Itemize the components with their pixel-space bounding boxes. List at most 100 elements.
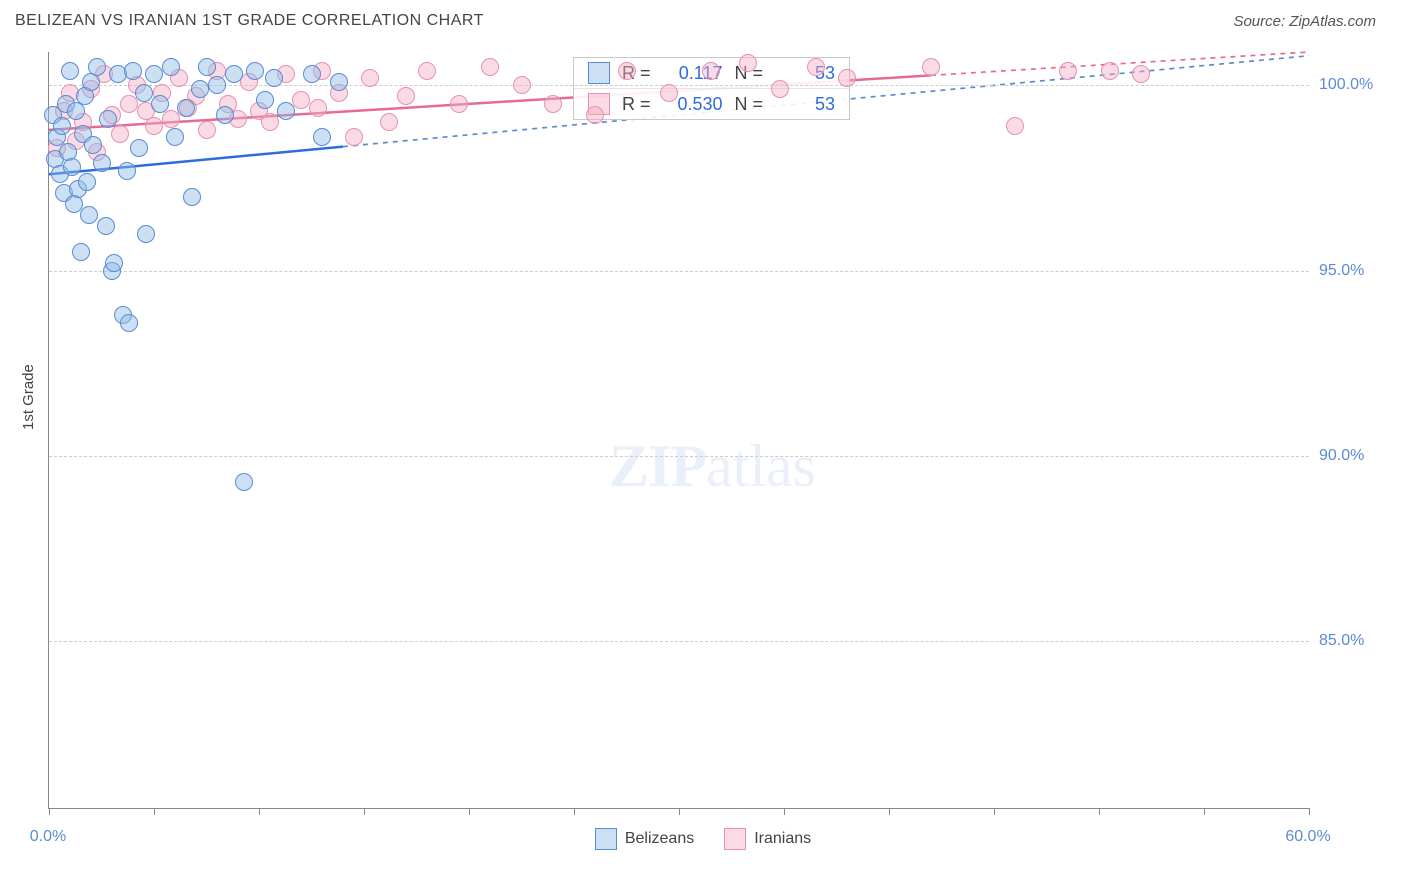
xtick-label: 60.0% <box>1285 828 1330 846</box>
data-point-iranians <box>771 80 789 98</box>
ytick-label: 95.0% <box>1319 262 1364 280</box>
data-point-belizeans <box>135 84 153 102</box>
xtick <box>1099 808 1100 815</box>
legend-swatch-belizeans <box>595 828 617 850</box>
data-point-belizeans <box>84 136 102 154</box>
data-point-belizeans <box>303 65 321 83</box>
data-point-iranians <box>261 113 279 131</box>
data-point-iranians <box>739 54 757 72</box>
source-label: Source: ZipAtlas.com <box>1233 13 1376 30</box>
regression-lines <box>49 52 1309 808</box>
legend-swatch-iranians <box>724 828 746 850</box>
data-point-iranians <box>145 117 163 135</box>
xtick <box>784 808 785 815</box>
stats-row-iranians: R =0.530N =53 <box>574 88 849 119</box>
data-point-iranians <box>481 58 499 76</box>
data-point-iranians <box>702 62 720 80</box>
data-point-iranians <box>807 58 825 76</box>
data-point-iranians <box>450 95 468 113</box>
data-point-belizeans <box>208 76 226 94</box>
data-point-iranians <box>111 125 129 143</box>
xtick <box>679 808 680 815</box>
gridline <box>49 456 1309 457</box>
data-point-iranians <box>660 84 678 102</box>
n-label: N = <box>735 94 764 115</box>
watermark: ZIPatlas <box>609 432 816 501</box>
ytick-label: 85.0% <box>1319 632 1364 650</box>
data-point-belizeans <box>277 102 295 120</box>
data-point-belizeans <box>118 162 136 180</box>
chart-container: BELIZEAN VS IRANIAN 1ST GRADE CORRELATIO… <box>0 0 1406 892</box>
legend: Belizeans Iranians <box>0 828 1406 850</box>
watermark-zip: ZIP <box>609 433 706 499</box>
data-point-belizeans <box>183 188 201 206</box>
xtick <box>574 808 575 815</box>
data-point-belizeans <box>145 65 163 83</box>
data-point-belizeans <box>177 99 195 117</box>
data-point-belizeans <box>235 473 253 491</box>
data-point-belizeans <box>130 139 148 157</box>
data-point-iranians <box>838 69 856 87</box>
data-point-iranians <box>1006 117 1024 135</box>
gridline <box>49 271 1309 272</box>
data-point-belizeans <box>225 65 243 83</box>
xtick <box>1309 808 1310 815</box>
regression-dash-iranians <box>931 52 1309 75</box>
data-point-belizeans <box>330 73 348 91</box>
data-point-iranians <box>1101 62 1119 80</box>
legend-label: Belizeans <box>625 830 694 848</box>
data-point-belizeans <box>124 62 142 80</box>
data-point-belizeans <box>256 91 274 109</box>
r-label: R = <box>622 94 651 115</box>
data-point-iranians <box>1132 65 1150 83</box>
data-point-iranians <box>922 58 940 76</box>
data-point-iranians <box>380 113 398 131</box>
gridline <box>49 641 1309 642</box>
data-point-iranians <box>345 128 363 146</box>
data-point-iranians <box>361 69 379 87</box>
data-point-belizeans <box>216 106 234 124</box>
xtick <box>469 808 470 815</box>
data-point-belizeans <box>99 110 117 128</box>
data-point-belizeans <box>198 58 216 76</box>
data-point-belizeans <box>93 154 111 172</box>
legend-item-iranians: Iranians <box>724 828 811 850</box>
header-bar: BELIZEAN VS IRANIAN 1ST GRADE CORRELATIO… <box>0 0 1406 42</box>
data-point-iranians <box>292 91 310 109</box>
gridline <box>49 85 1309 86</box>
chart-title: BELIZEAN VS IRANIAN 1ST GRADE CORRELATIO… <box>15 12 484 30</box>
xtick <box>364 808 365 815</box>
data-point-iranians <box>1059 62 1077 80</box>
data-point-belizeans <box>166 128 184 146</box>
data-point-iranians <box>418 62 436 80</box>
xtick <box>889 808 890 815</box>
xtick <box>1204 808 1205 815</box>
data-point-belizeans <box>137 225 155 243</box>
data-point-iranians <box>586 106 604 124</box>
data-point-belizeans <box>63 158 81 176</box>
data-point-belizeans <box>120 314 138 332</box>
data-point-iranians <box>544 95 562 113</box>
xtick <box>49 808 50 815</box>
data-point-iranians <box>309 99 327 117</box>
swatch-belizeans <box>588 62 610 84</box>
xtick <box>259 808 260 815</box>
data-point-belizeans <box>78 173 96 191</box>
data-point-belizeans <box>61 62 79 80</box>
xtick-label: 0.0% <box>30 828 66 846</box>
xtick <box>994 808 995 815</box>
data-point-belizeans <box>72 243 90 261</box>
data-point-belizeans <box>191 80 209 98</box>
xtick <box>154 808 155 815</box>
data-point-belizeans <box>53 117 71 135</box>
yaxis-label: 1st Grade <box>20 364 37 430</box>
data-point-belizeans <box>88 58 106 76</box>
data-point-belizeans <box>97 217 115 235</box>
watermark-atlas: atlas <box>706 433 816 499</box>
data-point-belizeans <box>246 62 264 80</box>
data-point-iranians <box>513 76 531 94</box>
ytick-label: 90.0% <box>1319 447 1364 465</box>
data-point-belizeans <box>151 95 169 113</box>
data-point-iranians <box>198 121 216 139</box>
data-point-belizeans <box>313 128 331 146</box>
